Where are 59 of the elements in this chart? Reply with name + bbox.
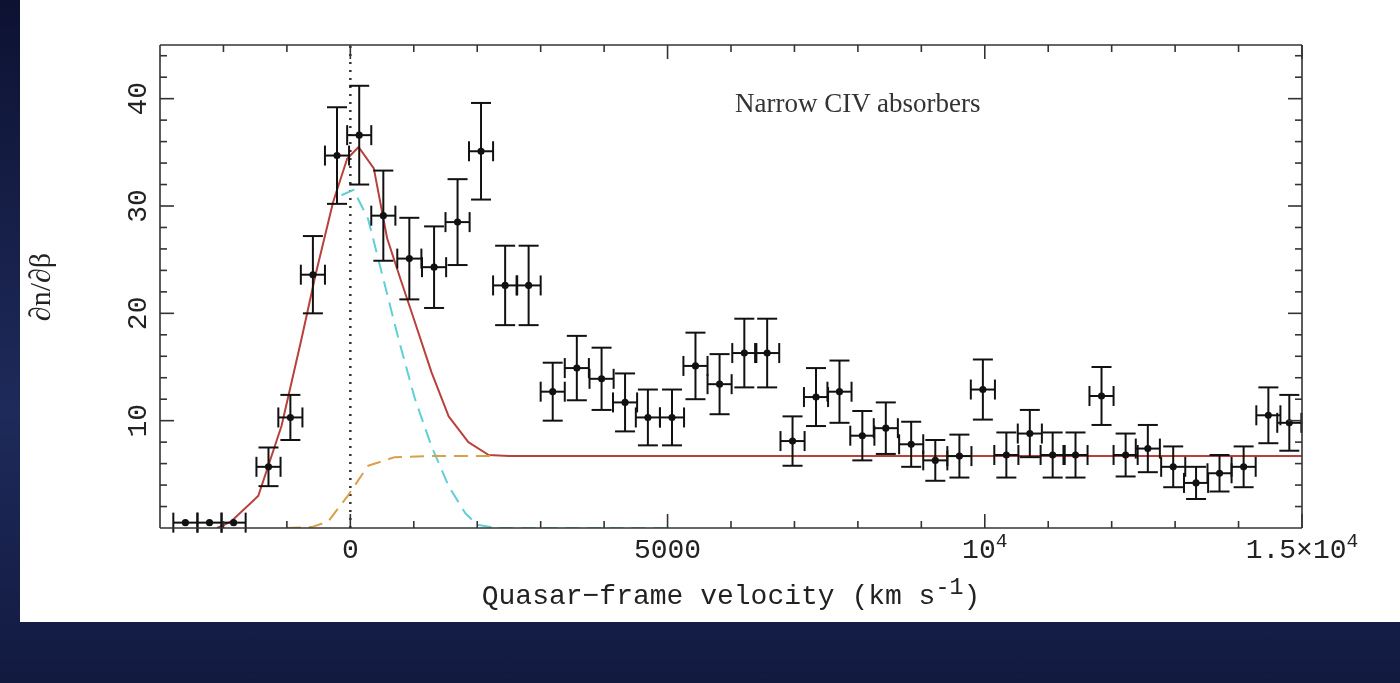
point	[1026, 429, 1034, 438]
point	[691, 362, 700, 370]
y-tick-label: 10	[122, 403, 154, 438]
point	[1071, 451, 1080, 459]
point	[405, 255, 413, 263]
point	[549, 388, 557, 396]
point	[1240, 463, 1248, 471]
point	[355, 131, 363, 139]
point	[1002, 451, 1010, 459]
y-tick-label: 20	[122, 296, 154, 331]
point	[740, 349, 748, 357]
point	[430, 263, 438, 271]
point	[477, 147, 485, 155]
point	[835, 388, 844, 396]
point	[501, 281, 509, 289]
point	[1097, 392, 1106, 400]
y-tick-label: 40	[122, 81, 154, 116]
point	[230, 519, 238, 527]
point	[453, 218, 462, 226]
point	[931, 456, 939, 464]
point	[858, 432, 866, 440]
x-tick-label: 10$^{4}$	[962, 531, 1008, 566]
point	[788, 437, 797, 445]
y-tick-label: 30	[122, 189, 154, 223]
point	[1169, 463, 1177, 471]
point	[1144, 445, 1152, 453]
point	[333, 151, 341, 160]
point	[979, 385, 987, 394]
point	[1264, 411, 1272, 419]
point	[286, 413, 294, 422]
point	[573, 364, 581, 372]
point	[621, 398, 629, 406]
point	[882, 424, 890, 432]
point	[716, 380, 724, 388]
point	[1215, 469, 1224, 477]
x-tick-label: 1.5×10$^{4}$	[1245, 531, 1359, 566]
x-axis-title: Quasar−frame velocity (km s$^{-1}$)	[481, 575, 981, 613]
point	[309, 271, 317, 279]
point	[1192, 479, 1200, 487]
point	[181, 519, 189, 527]
point	[1285, 419, 1293, 427]
point	[598, 375, 606, 383]
point	[1122, 451, 1130, 459]
point	[644, 413, 652, 422]
y-axis-title: ∂n/∂β	[23, 252, 56, 322]
point	[525, 281, 533, 289]
point	[1049, 451, 1057, 459]
x-tick-label: 5000	[633, 535, 702, 566]
point	[763, 349, 771, 357]
point	[264, 463, 273, 471]
point	[668, 413, 676, 422]
x-tick-label: 0	[341, 535, 359, 566]
point	[379, 212, 387, 220]
point	[812, 393, 820, 401]
annotation: Narrow CIV absorbers	[735, 88, 981, 118]
point	[205, 519, 214, 527]
line-series	[216, 145, 1302, 528]
point	[955, 452, 963, 460]
point	[907, 440, 915, 448]
